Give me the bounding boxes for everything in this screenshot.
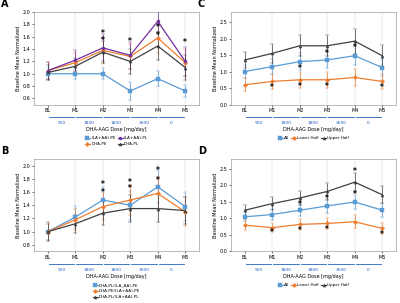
Y-axis label: Baseline Mean Normalized: Baseline Mean Normalized	[16, 26, 21, 91]
Legend: (LA+AA)-PE, DHA-PE, (LA+AA)-PL, DHA-PL: (LA+AA)-PE, DHA-PE, (LA+AA)-PL, DHA-PL	[85, 136, 148, 146]
Text: *: *	[298, 82, 302, 91]
Text: DHA-AAG Dose [mg/day]: DHA-AAG Dose [mg/day]	[283, 274, 344, 279]
Text: 3600: 3600	[138, 268, 150, 272]
Text: *: *	[380, 230, 384, 239]
Text: *: *	[325, 194, 329, 202]
Text: 1800: 1800	[84, 268, 94, 272]
Text: B: B	[1, 146, 8, 156]
Text: 1800: 1800	[111, 121, 122, 125]
Text: *: *	[128, 37, 132, 46]
Text: *: *	[325, 225, 329, 234]
Text: *: *	[156, 166, 160, 175]
Text: DHA-AAG Dose [mg/day]: DHA-AAG Dose [mg/day]	[86, 274, 147, 279]
Legend: DHA-PL/(LA_AA)-PE, DHA-PE/(LA+AA)-PE, DHA-PL/(LA+AA)-PL: DHA-PL/(LA_AA)-PE, DHA-PE/(LA+AA)-PE, DH…	[93, 283, 140, 299]
Text: *: *	[298, 64, 302, 73]
Text: D: D	[198, 146, 206, 156]
Text: 1800: 1800	[308, 268, 319, 272]
Y-axis label: Baseline Mean Normalized: Baseline Mean Normalized	[213, 173, 218, 238]
Text: *: *	[353, 43, 357, 52]
Text: *: *	[298, 225, 302, 235]
Text: *: *	[183, 38, 187, 48]
Text: *: *	[298, 200, 302, 209]
Text: 0: 0	[170, 121, 173, 125]
Text: *: *	[325, 82, 329, 91]
Text: 0: 0	[367, 121, 370, 125]
Text: 3600: 3600	[138, 121, 150, 125]
Text: 1800: 1800	[308, 121, 319, 125]
Text: *: *	[156, 176, 160, 185]
Text: 3600: 3600	[336, 121, 346, 125]
Legend: All, Lower Half, Upper Half: All, Lower Half, Upper Half	[278, 136, 349, 140]
Text: *: *	[353, 190, 357, 199]
Text: 1800: 1800	[280, 121, 292, 125]
Text: 0: 0	[170, 268, 173, 272]
Y-axis label: Baseline Mean Normalized: Baseline Mean Normalized	[213, 26, 218, 91]
Text: *: *	[128, 178, 132, 187]
Text: 1800: 1800	[84, 121, 94, 125]
Text: 900: 900	[57, 121, 66, 125]
Text: 900: 900	[254, 121, 263, 125]
Text: *: *	[101, 188, 105, 197]
Text: 3600: 3600	[336, 268, 346, 272]
Text: *: *	[101, 180, 105, 189]
Text: *: *	[128, 184, 132, 193]
Text: *: *	[325, 49, 329, 58]
Text: *: *	[156, 31, 160, 40]
Text: *: *	[380, 83, 384, 92]
Text: *: *	[353, 167, 357, 176]
Text: 900: 900	[57, 268, 66, 272]
Text: *: *	[156, 23, 160, 32]
Text: A: A	[1, 0, 8, 9]
Text: *: *	[270, 83, 274, 92]
Text: DHA-AAG Dose [mg/day]: DHA-AAG Dose [mg/day]	[86, 127, 147, 132]
Text: *: *	[101, 29, 105, 38]
Text: DHA-AAG Dose [mg/day]: DHA-AAG Dose [mg/day]	[283, 127, 344, 132]
Text: 0: 0	[367, 268, 370, 272]
Text: *: *	[270, 228, 274, 237]
Text: *: *	[101, 36, 105, 45]
Text: 1800: 1800	[111, 268, 122, 272]
Text: 900: 900	[254, 268, 263, 272]
Y-axis label: Baseline Mean Normalized: Baseline Mean Normalized	[16, 173, 21, 238]
Text: 1800: 1800	[280, 268, 292, 272]
Text: C: C	[198, 0, 205, 9]
Legend: All, Lower Half, Upper Half: All, Lower Half, Upper Half	[278, 283, 349, 287]
